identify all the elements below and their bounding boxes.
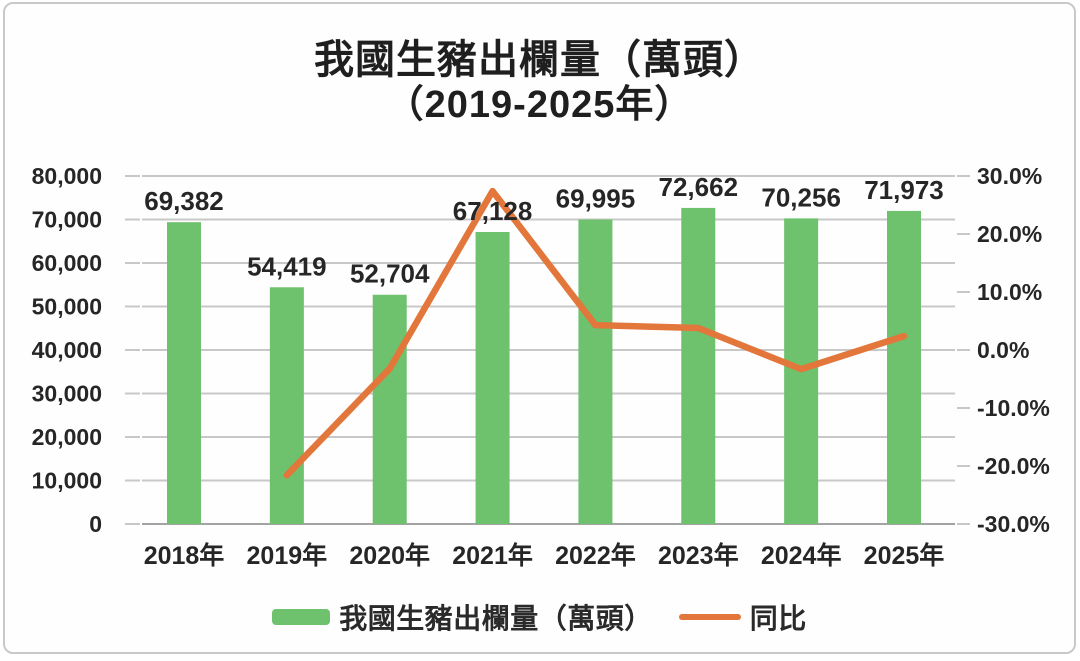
bar-series-swatch-icon [272, 609, 331, 625]
x-axis-labels: 2018年 2019年 2020年 2021年 2022年 2023年 2024年 2025年 [144, 541, 945, 570]
x-axis-label: 2025年 [864, 541, 945, 570]
bar-value-label: 67,128 [453, 196, 533, 226]
bar-2025年 [886, 210, 921, 524]
bar-2022年 [578, 219, 613, 525]
bar-2023年 [681, 207, 716, 525]
x-axis-label: 2021年 [452, 541, 533, 570]
right-axis-tick-label: -20.0% [977, 453, 1050, 479]
bar-value-label: 71,973 [864, 175, 944, 205]
x-axis-label: 2022年 [555, 541, 636, 570]
gridlines [125, 175, 970, 525]
chart-title-line1: 我國生豬出欄量（萬頭） [314, 38, 765, 82]
bar-value-label: 69,382 [144, 186, 224, 216]
right-axis-tick-label: -30.0% [977, 511, 1050, 537]
bar-2018年 [167, 222, 201, 524]
left-axis-tick-label: 20,000 [32, 424, 102, 450]
x-axis-label: 2019年 [247, 541, 328, 570]
right-axis-tick-label: -10.0% [977, 395, 1050, 421]
left-axis-tick-label: 50,000 [32, 294, 102, 320]
combo-chart-svg: 80,000 70,000 60,000 50,000 40,000 30,000 20,0… [32, 163, 1050, 570]
x-axis-label: 2023年 [658, 541, 739, 570]
left-axis-tick-label: 60,000 [32, 250, 102, 276]
bar-2019年 [269, 287, 304, 524]
legend-item-line: 同比 [678, 597, 807, 637]
chart-title-line2: （2019-2025年） [385, 83, 694, 126]
left-axis-tick-label: 40,000 [32, 337, 102, 363]
legend-bar-label: 我國生豬出欄量（萬頭） [339, 603, 653, 634]
right-axis-tick-label: 10.0% [977, 279, 1042, 305]
bar-value-label: 72,662 [659, 172, 739, 202]
x-axis-label: 2024年 [761, 541, 842, 570]
bar-value-label: 54,419 [247, 251, 327, 281]
bar-2020年 [372, 294, 407, 524]
bar-value-label: 69,995 [556, 184, 636, 214]
bar-2021年 [475, 231, 510, 524]
bar-value-label: 70,256 [761, 182, 841, 212]
left-axis-tick-label: 10,000 [32, 468, 102, 494]
x-axis-label: 2020年 [349, 541, 430, 570]
left-axis-tick-labels: 80,000 70,000 60,000 50,000 40,000 30,000 20,0… [32, 163, 102, 537]
legend-line-label: 同比 [749, 603, 807, 634]
chart-title: 我國生豬出欄量（萬頭） （2019-2025年） [5, 38, 1074, 127]
legend-item-bars: 我國生豬出欄量（萬頭） [272, 597, 653, 637]
chart-legend: 我國生豬出欄量（萬頭） 同比 [5, 597, 1074, 637]
bar-value-label: 52,704 [350, 259, 430, 289]
left-axis-tick-label: 30,000 [32, 381, 102, 407]
left-axis-tick-label: 80,000 [32, 163, 102, 189]
bar-value-labels: 69,382 54,419 52,704 67,128 69,995 72,662 70,2… [144, 172, 944, 289]
right-axis-tick-labels: 30.0% 20.0% 10.0% 0.0% -10.0% -20.0% -30.0% [977, 163, 1050, 537]
left-axis-tick-label: 70,000 [32, 207, 102, 233]
yoy-line [283, 187, 908, 479]
x-axis-label: 2018年 [144, 541, 225, 570]
chart-card: 我國生豬出欄量（萬頭） （2019-2025年） 80,000 70,000 60,… [3, 2, 1076, 654]
right-axis-tick-label: 30.0% [977, 163, 1042, 189]
line-series-swatch-icon [678, 614, 741, 620]
right-axis-tick-label: 20.0% [977, 221, 1042, 247]
left-axis-tick-label: 0 [89, 511, 102, 537]
right-axis-tick-label: 0.0% [977, 337, 1029, 363]
